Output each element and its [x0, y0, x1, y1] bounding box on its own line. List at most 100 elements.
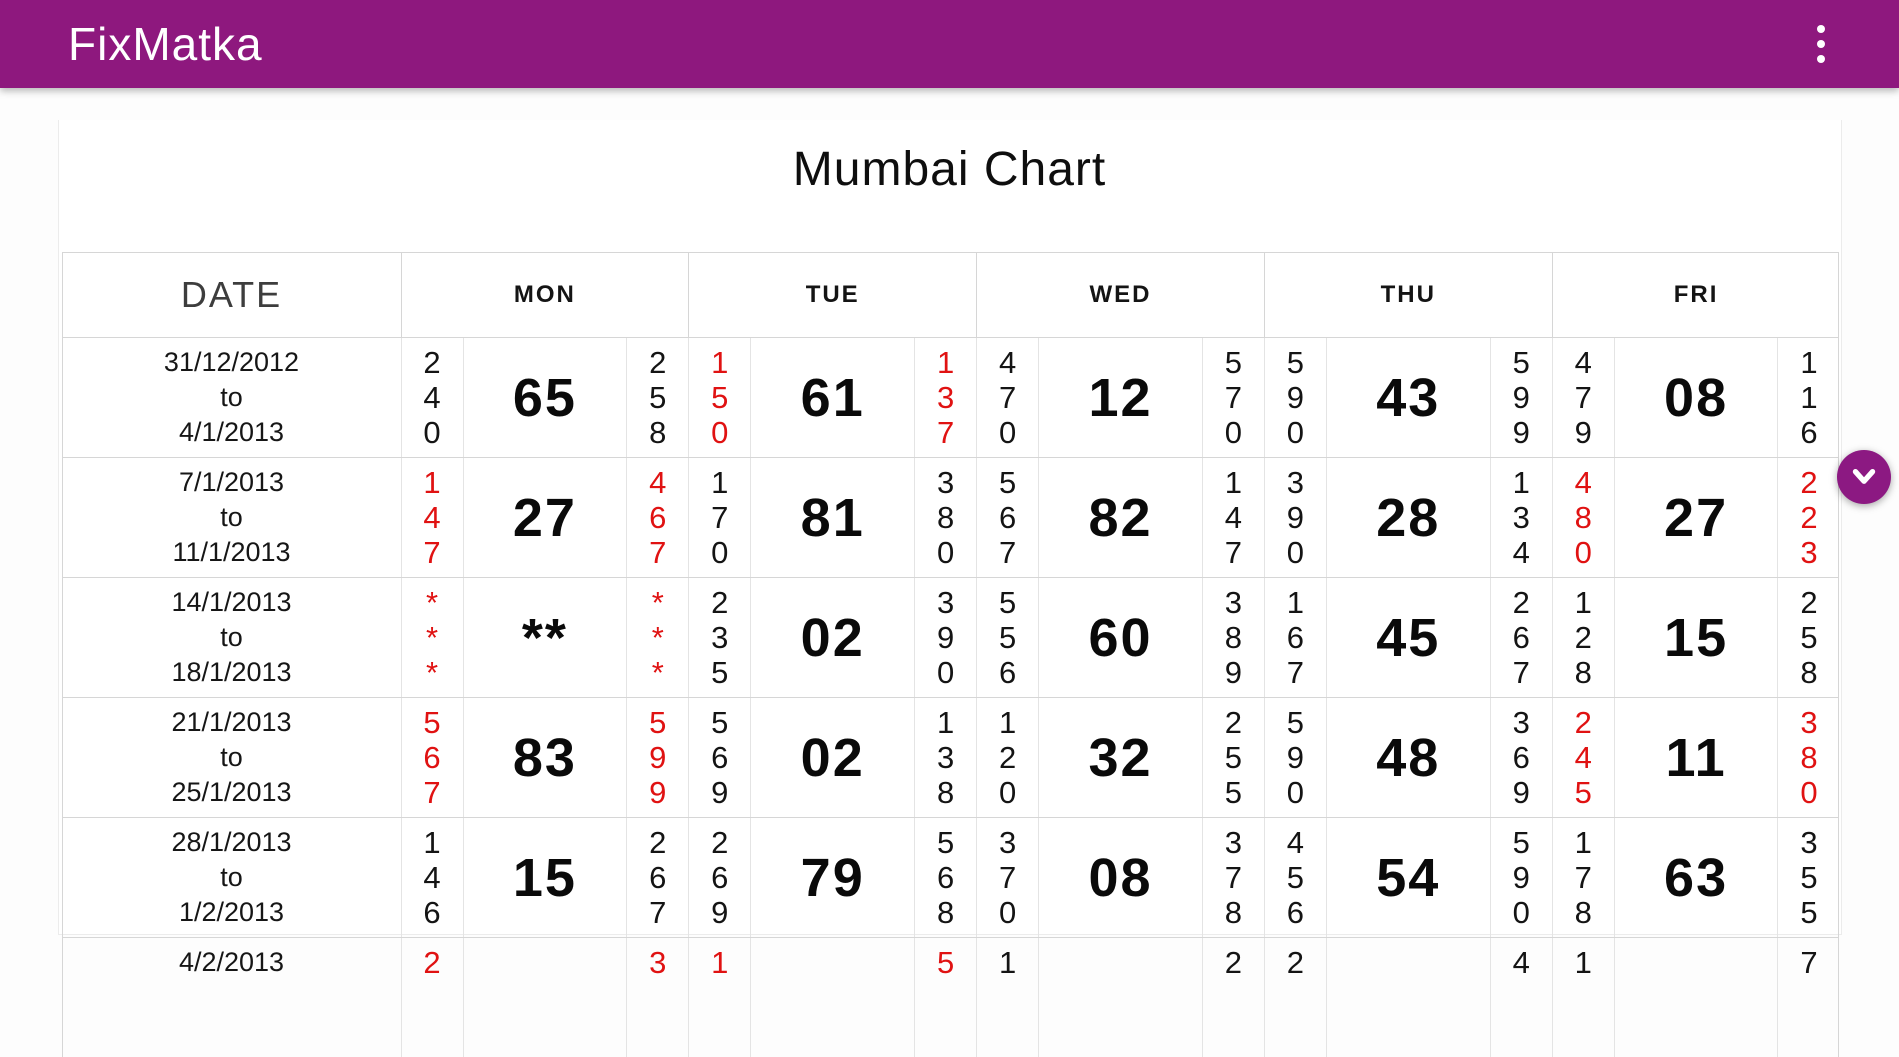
panel-digit: 1 — [1224, 465, 1243, 501]
panel-digit: 1 — [711, 945, 729, 981]
open-panna-panel: 1 — [1551, 938, 1614, 1057]
panel-digit: 6 — [1512, 620, 1530, 656]
panel-digit — [432, 980, 433, 1015]
table-row: 7/1/2013 to 11/1/2013 1 4 7 27 4 6 7 1 7 0 81 3 8 0 5 6 7 82… — [62, 457, 1838, 578]
panel-digit: 4 — [1574, 740, 1592, 776]
panel-digit: * — [651, 620, 664, 656]
jodi-number: 15 — [1613, 578, 1778, 698]
panel-digit — [1808, 1015, 1809, 1050]
panel-digit: 7 — [649, 535, 667, 571]
table-row: 4/2/2013 2 3 1 5 1 2 2 4 1 7 — [62, 937, 1838, 1057]
panel-digit: 1 — [423, 465, 441, 501]
close-panna-panel: 3 — [626, 938, 688, 1057]
close-panna-panel: 4 — [1489, 938, 1552, 1057]
panel-digit: 6 — [711, 860, 729, 896]
panel-digit: 8 — [649, 415, 667, 451]
jodi-number — [1325, 938, 1490, 1057]
panel-digit — [1521, 1015, 1522, 1050]
panel-digit: 7 — [1574, 860, 1592, 896]
panel-digit: 1 — [998, 945, 1017, 981]
jodi-number: 82 — [1038, 458, 1202, 578]
date-line: 1/2/2013 — [178, 897, 285, 928]
column-header-date: DATE — [180, 274, 283, 316]
panel-digit: 7 — [1512, 655, 1530, 691]
panel-digit: 9 — [711, 775, 729, 811]
panel-digit: 0 — [998, 895, 1017, 931]
panel-digit: 8 — [1224, 895, 1243, 931]
jodi-number: 27 — [462, 458, 627, 578]
date-cell: 7/1/2013 to 11/1/2013 — [63, 458, 401, 577]
panel-digit: 5 — [936, 945, 955, 981]
column-header-thu: THU — [1263, 253, 1552, 338]
panel-digit: 5 — [1800, 620, 1818, 656]
panel-digit: 5 — [1574, 775, 1592, 811]
panel-digit: 3 — [1800, 535, 1818, 571]
panel-digit: 2 — [1224, 945, 1243, 981]
panel-digit: 3 — [1800, 705, 1818, 741]
date-line: to — [220, 622, 243, 653]
jodi-number: 28 — [1325, 458, 1490, 578]
panel-digit: 6 — [1286, 620, 1305, 656]
panel-digit: 5 — [649, 705, 667, 741]
panel-digit: 6 — [1800, 415, 1818, 451]
panel-digit: 5 — [711, 705, 729, 741]
jodi-number: 32 — [1038, 698, 1202, 818]
panel-digit: 2 — [649, 825, 667, 861]
open-panna-panel: * * * — [400, 578, 463, 698]
panel-digit: 3 — [1286, 465, 1305, 501]
panel-digit — [719, 980, 720, 1015]
panel-digit: * — [425, 655, 439, 691]
jodi-number: 45 — [1325, 578, 1490, 698]
panel-digit: * — [651, 655, 664, 691]
table-body: 31/12/2012 to 4/1/2013 2 4 0 65 2 5 8 1 5 0 61 1 3 7 4 7 0 1… — [62, 337, 1839, 1057]
panel-digit: 3 — [1224, 585, 1243, 621]
jodi-number — [1613, 938, 1778, 1057]
panel-digit: 5 — [1800, 895, 1818, 931]
panel-digit: 2 — [998, 740, 1017, 776]
panel-digit: 2 — [1800, 500, 1818, 536]
panel-digit: 9 — [1512, 860, 1530, 896]
panel-digit: 7 — [1224, 860, 1243, 896]
scroll-down-button[interactable] — [1837, 450, 1891, 504]
panel-digit: 7 — [649, 895, 667, 931]
column-header-fri: FRI — [1551, 253, 1840, 338]
panel-digit: 5 — [1224, 775, 1243, 811]
panel-digit: 1 — [711, 345, 729, 381]
panel-digit: 5 — [998, 620, 1017, 656]
panel-digit: 5 — [711, 380, 729, 416]
panel-digit: 0 — [423, 415, 441, 451]
panel-digit: 8 — [1224, 620, 1243, 656]
panel-digit: 0 — [998, 415, 1017, 451]
panel-digit: 4 — [1286, 825, 1305, 861]
panel-digit: 8 — [1574, 500, 1592, 536]
panel-digit: 9 — [1286, 740, 1305, 776]
panel-digit: 2 — [1512, 585, 1530, 621]
panel-digit: 6 — [1512, 740, 1530, 776]
panel-digit: 5 — [711, 655, 729, 691]
menu-button[interactable] — [1799, 22, 1843, 66]
panel-digit — [719, 1015, 720, 1050]
panel-digit: 9 — [1574, 415, 1592, 451]
panel-digit: 2 — [711, 585, 729, 621]
table-row: 21/1/2013 to 25/1/2013 5 6 7 83 5 9 9 5 6 9 02 1 3 8 1 2 0 3… — [62, 697, 1838, 818]
panel-digit: 4 — [1512, 535, 1530, 571]
panel-digit: 8 — [936, 895, 955, 931]
date-line: 18/1/2013 — [171, 657, 292, 688]
open-panna-panel: 2 — [1263, 938, 1326, 1057]
jodi-number: 48 — [1325, 698, 1490, 818]
